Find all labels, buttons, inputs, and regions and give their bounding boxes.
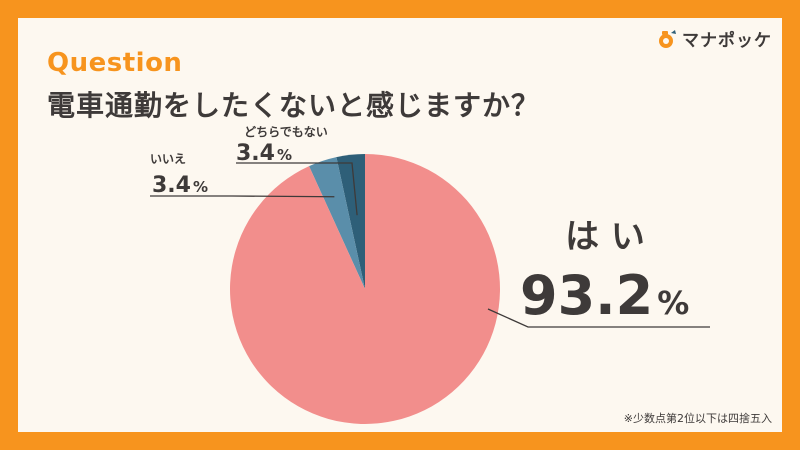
slice-label-1: いいえ bbox=[150, 152, 186, 166]
manapocke-logo-icon bbox=[659, 29, 676, 48]
slice-value-2: 93.2% bbox=[520, 264, 689, 327]
slice-label-2: は い bbox=[565, 217, 645, 257]
logo-text: マナポッケ bbox=[682, 31, 772, 51]
pie-slice-1 bbox=[309, 157, 365, 289]
page-title: 電車通勤をしたくないと感じますか？ bbox=[47, 89, 541, 122]
slice-value-0: 3.4% bbox=[236, 141, 292, 166]
leader-line-1 bbox=[150, 195, 335, 198]
leader-line-2 bbox=[487, 308, 710, 328]
question-label: Question bbox=[47, 48, 183, 78]
slice-value-1: 3.4% bbox=[152, 173, 208, 198]
slice-label-0: どちらでもない bbox=[244, 125, 328, 139]
pie-slice-2 bbox=[230, 154, 500, 425]
brand-logo: マナポッケ bbox=[656, 26, 772, 51]
leader-line-0 bbox=[236, 162, 358, 216]
pie-slice-0 bbox=[336, 154, 365, 289]
footnote: ※少数点第2位以下は四捨五入 bbox=[623, 412, 772, 425]
